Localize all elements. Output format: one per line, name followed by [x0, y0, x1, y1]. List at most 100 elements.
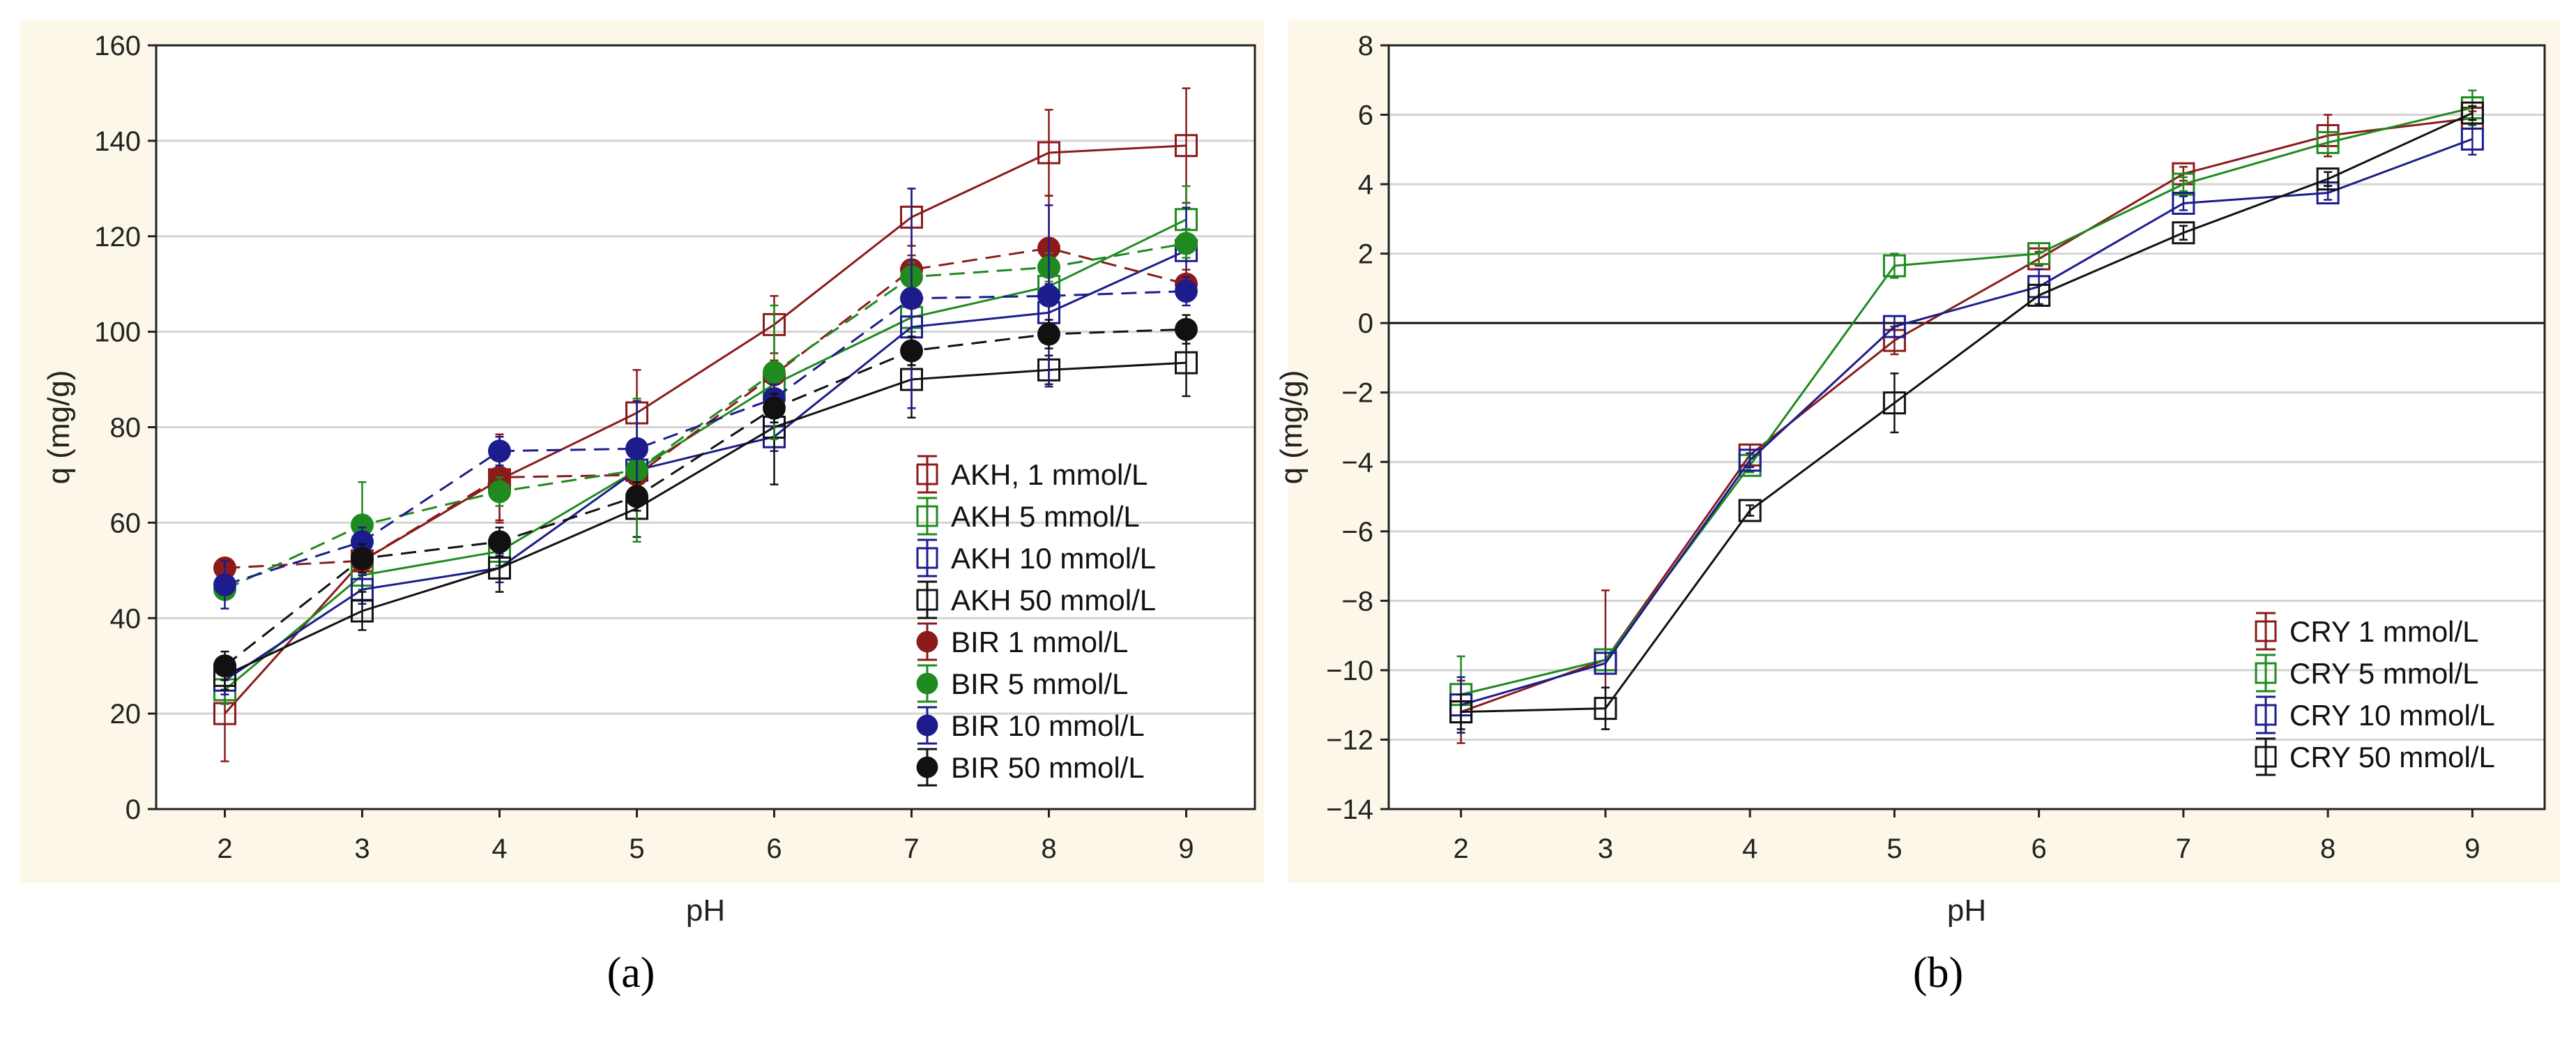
legend-entry: AKH 5 mmol/L [916, 497, 1140, 536]
data-point-marker [1738, 499, 1762, 522]
legend-label: CRY 5 mmol/L [2289, 657, 2479, 690]
legend-entry: AKH, 1 mmol/L [916, 455, 1148, 494]
series-bir-5-mmol-l [213, 228, 1198, 601]
legend-label: BIR 1 mmol/L [951, 626, 1128, 658]
y-tick-label: −12 [1326, 725, 1373, 755]
series-line [1461, 112, 2473, 714]
y-tick-label: −8 [1341, 586, 1373, 617]
data-point-marker [763, 396, 786, 420]
data-point-marker [916, 672, 938, 695]
data-point-marker [1882, 254, 1906, 278]
x-tick-label: 4 [1742, 833, 1758, 864]
data-point-marker [2255, 662, 2277, 684]
data-point-marker [2316, 130, 2340, 154]
data-point-marker [1882, 391, 1906, 415]
series-line [1461, 107, 2473, 696]
legend-entry: CRY 10 mmol/L [2255, 695, 2495, 734]
data-point-marker [1738, 448, 1762, 472]
x-tick-label: 5 [629, 833, 644, 864]
panel-caption: (b) [1913, 949, 1963, 997]
y-axis-label: q (mg/g) [1274, 370, 1309, 485]
y-tick-label: −2 [1341, 378, 1373, 409]
plot-frame [1387, 44, 2546, 810]
data-point-marker [1882, 315, 1906, 338]
y-tick-label: 120 [94, 222, 141, 252]
y-tick-label: 0 [1358, 308, 1373, 339]
data-point-marker [2255, 704, 2277, 726]
panel-caption: (a) [607, 949, 655, 997]
data-point-marker [916, 463, 938, 485]
y-tick-label: 2 [1358, 239, 1373, 270]
data-point-marker [351, 513, 374, 537]
legend-entry: BIR 5 mmol/L [916, 664, 1128, 703]
data-point-marker [1175, 317, 1198, 341]
x-tick-label: 9 [2464, 833, 2480, 864]
chart-panel-b: −14 −12 −10 −8 −6 −4 −2 0 2 4 6 8 2 3 4 5 6 7 8 9 pH q (mg/g)… [1274, 20, 2560, 997]
legend-entry: CRY 50 mmol/L [2255, 737, 2495, 776]
y-tick-label: −6 [1341, 517, 1373, 548]
data-point-marker [2316, 167, 2340, 191]
y-tick-label: 20 [110, 699, 142, 730]
data-point-marker [351, 547, 374, 571]
x-axis-label: pH [686, 893, 725, 928]
data-point-marker [1175, 279, 1198, 303]
legend-label: BIR 50 mmol/L [951, 751, 1145, 784]
legend-label: AKH 5 mmol/L [951, 500, 1140, 533]
x-tick-label: 3 [354, 833, 369, 864]
data-point-marker [488, 556, 511, 580]
x-tick-label: 5 [1887, 833, 1902, 864]
legend-label: BIR 5 mmol/L [951, 667, 1128, 700]
data-point-marker [488, 530, 511, 554]
x-tick-label: 6 [2032, 833, 2047, 864]
y-tick-label: 0 [125, 794, 141, 825]
data-point-marker [1037, 322, 1060, 346]
legend-label: AKH 50 mmol/L [951, 584, 1156, 617]
y-tick-label: 6 [1358, 100, 1373, 131]
data-point-marker [1175, 351, 1198, 375]
legend-entry: BIR 10 mmol/L [916, 706, 1145, 745]
data-point-marker [213, 573, 236, 596]
y-tick-label: 4 [1358, 169, 1373, 200]
x-tick-label: 8 [2320, 833, 2335, 864]
x-tick-label: 4 [491, 833, 507, 864]
plot-frame [155, 44, 1256, 810]
data-point-marker [916, 589, 938, 611]
data-point-marker [900, 287, 923, 310]
x-tick-label: 2 [217, 833, 232, 864]
series-line [224, 249, 1187, 681]
legend-entry: AKH 50 mmol/L [916, 580, 1156, 619]
data-point-marker [2172, 191, 2195, 215]
y-tick-label: −14 [1326, 794, 1373, 825]
y-tick-label: 100 [94, 317, 141, 348]
x-tick-label: 3 [1598, 833, 1613, 864]
data-point-marker [916, 631, 938, 653]
data-point-marker [488, 439, 511, 463]
data-point-marker [2172, 172, 2195, 196]
x-tick-label: 8 [1041, 833, 1056, 864]
data-point-marker [2255, 620, 2277, 642]
plot-area [1389, 45, 2545, 809]
data-point-marker [488, 480, 511, 504]
y-tick-label: 8 [1358, 31, 1373, 61]
series-line [224, 218, 1187, 691]
data-point-marker [351, 599, 374, 623]
series-line [224, 328, 1187, 667]
data-point-marker [351, 530, 374, 554]
data-point-marker [2460, 127, 2484, 151]
legend-label: CRY 1 mmol/L [2289, 615, 2479, 648]
chart-panel-a: 0 20 40 60 80 100 120 140 160 2 3 4 5 6 7 8 9 pH q (mg/g) (… [20, 20, 1264, 997]
legend-entry: BIR 50 mmol/L [916, 748, 1145, 787]
legend-label: AKH, 1 mmol/L [951, 458, 1148, 491]
legend-entry: BIR 1 mmol/L [916, 622, 1128, 661]
data-point-marker [2255, 746, 2277, 768]
data-point-marker [2027, 283, 2051, 307]
data-point-marker [1594, 697, 1617, 720]
y-tick-label: −4 [1341, 447, 1373, 478]
data-point-marker [763, 361, 786, 384]
data-point-marker [1449, 700, 1473, 724]
series-line [224, 242, 1187, 591]
series-line [224, 144, 1187, 715]
series-line [224, 289, 1187, 586]
data-point-marker [1594, 651, 1617, 675]
data-point-marker [1175, 232, 1198, 255]
